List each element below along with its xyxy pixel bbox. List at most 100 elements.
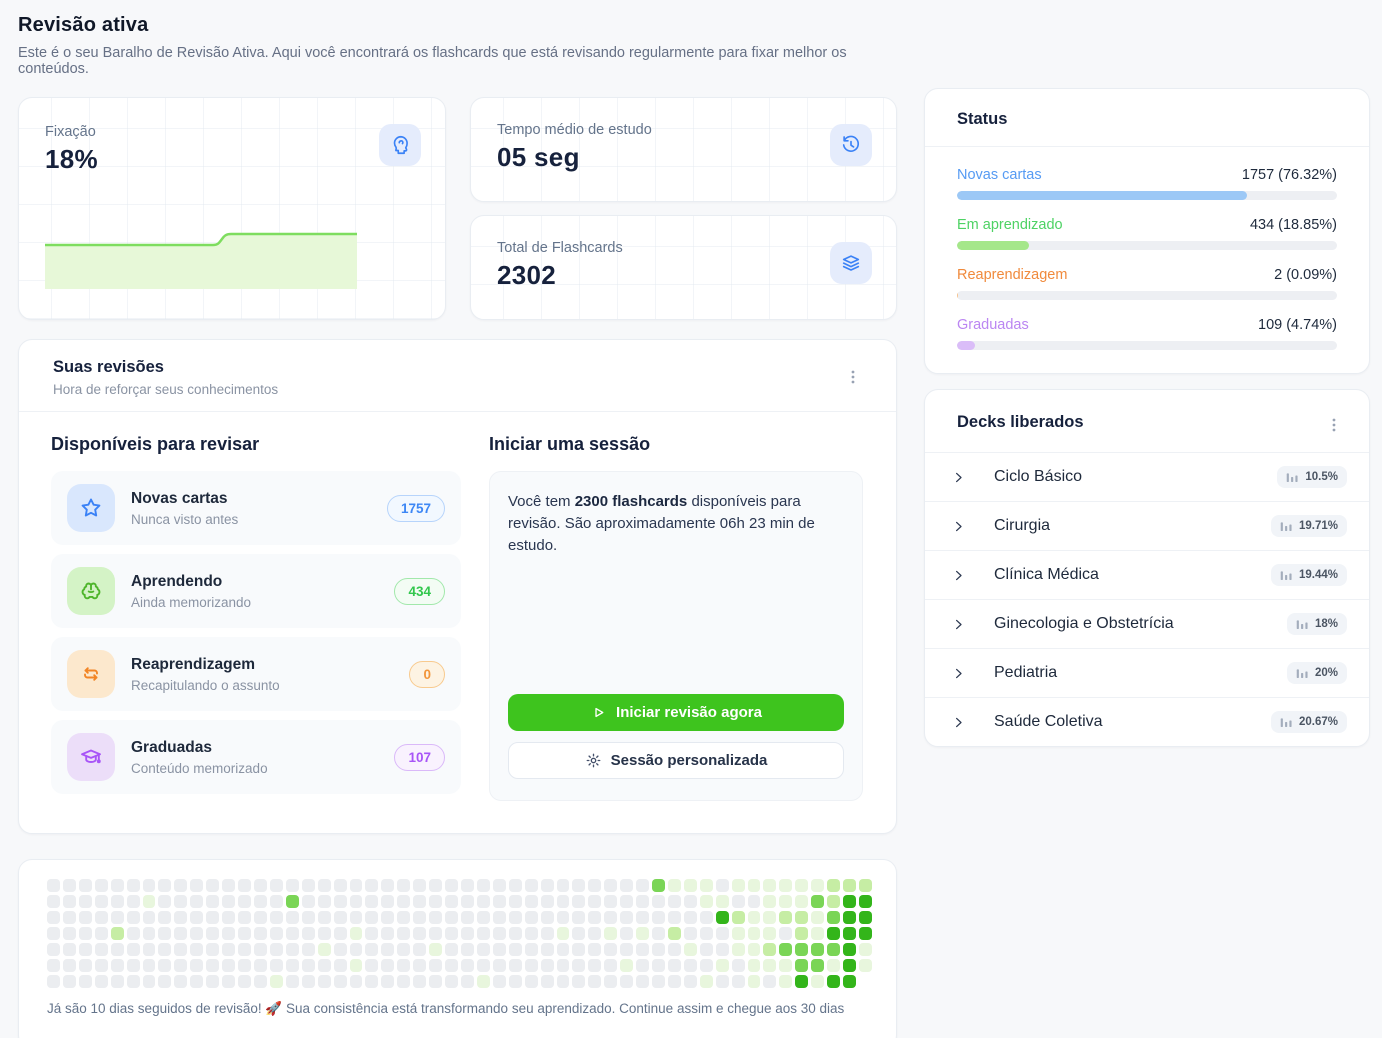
- deck-row-cirurgia[interactable]: Cirurgia 19.71%: [925, 501, 1369, 550]
- heatmap-cell: [190, 943, 204, 956]
- heatmap-cell: [604, 911, 618, 924]
- heatmap-cell: [779, 879, 793, 892]
- count-badge: 107: [394, 743, 445, 771]
- heatmap-cell: [62, 975, 76, 988]
- decks-kebab-menu-icon[interactable]: [1321, 412, 1347, 438]
- heatmap-cell: [206, 943, 220, 956]
- deck-progress-badge: 20%: [1286, 662, 1347, 684]
- available-item-title: Novas cartas: [131, 489, 228, 507]
- heatmap-cell: [540, 879, 554, 892]
- heatmap-cell: [508, 895, 522, 908]
- heatmap-cell: [285, 927, 299, 940]
- heatmap-cell: [460, 959, 474, 972]
- heatmap-cell: [763, 943, 777, 956]
- deck-row-ciclo-basico[interactable]: Ciclo Básico 10.5%: [925, 452, 1369, 501]
- heatmap-cell: [492, 895, 506, 908]
- heatmap-cell: [222, 959, 236, 972]
- status-item-graduated: Graduadas 109 (4.74%): [957, 317, 1337, 350]
- deck-name: Ginecologia e Obstetrícia: [994, 615, 1174, 632]
- heatmap-cell: [588, 895, 602, 908]
- heatmap-cell: [620, 959, 634, 972]
- status-label: Novas cartas: [957, 167, 1042, 183]
- heatmap-cell: [652, 895, 665, 908]
- deck-name: Ciclo Básico: [994, 468, 1083, 485]
- heatmap-cell: [126, 943, 140, 956]
- chevron-right-icon: [949, 615, 967, 633]
- heatmap-cell: [731, 975, 745, 988]
- heatmap-cell: [333, 879, 347, 892]
- heatmap-cell: [620, 975, 634, 988]
- deck-row-ginecologia-obstetricia[interactable]: Ginecologia e Obstetrícia 18%: [925, 599, 1369, 648]
- heatmap-cell: [779, 943, 793, 956]
- heatmap-cell: [397, 911, 411, 924]
- heatmap-cell: [652, 879, 665, 892]
- heatmap-cell: [620, 911, 634, 924]
- heatmap-cell: [62, 959, 76, 972]
- heatmap-cell: [683, 975, 697, 988]
- session-text: Você tem 2300 flashcards disponíveis par…: [508, 493, 815, 554]
- heatmap-cell: [47, 895, 60, 908]
- heatmap-cell: [811, 959, 825, 972]
- heatmap-row: [47, 911, 872, 924]
- heatmap-cell: [508, 959, 522, 972]
- deck-row-clinica-medica[interactable]: Clínica Médica 19.44%: [925, 550, 1369, 599]
- heatmap-cell: [47, 943, 60, 956]
- heatmap-cell: [811, 975, 825, 988]
- heatmap-cell: [62, 943, 76, 956]
- heatmap-cell: [572, 911, 586, 924]
- heatmap-cell: [413, 975, 427, 988]
- heatmap-cell: [604, 879, 618, 892]
- heatmap-cell: [445, 879, 458, 892]
- heatmap-cell: [859, 943, 872, 956]
- deck-progress-badge: 10.5%: [1277, 466, 1347, 488]
- heatmap-cell: [604, 975, 618, 988]
- heatmap-cell: [779, 959, 793, 972]
- heatmap-cell: [827, 959, 841, 972]
- heatmap-cell: [349, 879, 363, 892]
- heatmap-cell: [206, 911, 220, 924]
- heatmap-cell: [429, 927, 443, 940]
- heatmap-cell: [476, 975, 490, 988]
- progress-track: [957, 341, 1337, 350]
- start-review-button[interactable]: Iniciar revisão agora: [508, 694, 844, 731]
- heatmap-cell: [429, 959, 443, 972]
- stat-column: Tempo médio de estudo 05 seg Total de Fl…: [470, 97, 897, 320]
- heatmap-cell: [795, 879, 809, 892]
- chevron-right-icon: [949, 468, 967, 486]
- heatmap-cell: [317, 927, 331, 940]
- heatmap-cell: [142, 879, 156, 892]
- available-heading: Disponíveis para revisar: [51, 434, 260, 454]
- heatmap-cell: [699, 911, 713, 924]
- heatmap-cell: [652, 927, 665, 940]
- heatmap-cell: [206, 895, 220, 908]
- status-item-relearning: Reaprendizagem 2 (0.09%): [957, 267, 1337, 300]
- heatmap-cell: [763, 911, 777, 924]
- heatmap-cell: [699, 975, 713, 988]
- bar-chart-icon: [1296, 620, 1308, 630]
- heatmap-cell: [811, 895, 825, 908]
- heatmap-cell: [667, 895, 681, 908]
- deck-row-pediatria[interactable]: Pediatria 20%: [925, 648, 1369, 697]
- heatmap-cell: [524, 911, 538, 924]
- deck-row-saude-coletiva[interactable]: Saúde Coletiva 20.67%: [925, 697, 1369, 746]
- chevron-right-icon: [949, 517, 967, 535]
- heatmap-cell: [158, 943, 172, 956]
- custom-session-button[interactable]: Sessão personalizada: [508, 742, 844, 779]
- heatmap-cell: [667, 943, 681, 956]
- heatmap-cell: [349, 975, 363, 988]
- head-brain-icon: [379, 124, 421, 166]
- heatmap-cell: [62, 911, 76, 924]
- heatmap-cell: [190, 911, 204, 924]
- refresh-icon: [67, 650, 115, 698]
- heatmap-cell: [78, 943, 92, 956]
- heatmap-cell: [158, 895, 172, 908]
- heatmap-cell: [843, 911, 857, 924]
- heatmap-row: [47, 895, 872, 908]
- status-list: Novas cartas 1757 (76.32%) Em aprendizad…: [925, 147, 1369, 350]
- heatmap-cell: [476, 911, 490, 924]
- heatmap-cell: [142, 975, 156, 988]
- bar-chart-icon: [1280, 718, 1292, 728]
- reviews-kebab-menu-icon[interactable]: [840, 364, 866, 390]
- heatmap-cell: [747, 879, 761, 892]
- available-item-title: Reaprendizagem: [131, 655, 256, 673]
